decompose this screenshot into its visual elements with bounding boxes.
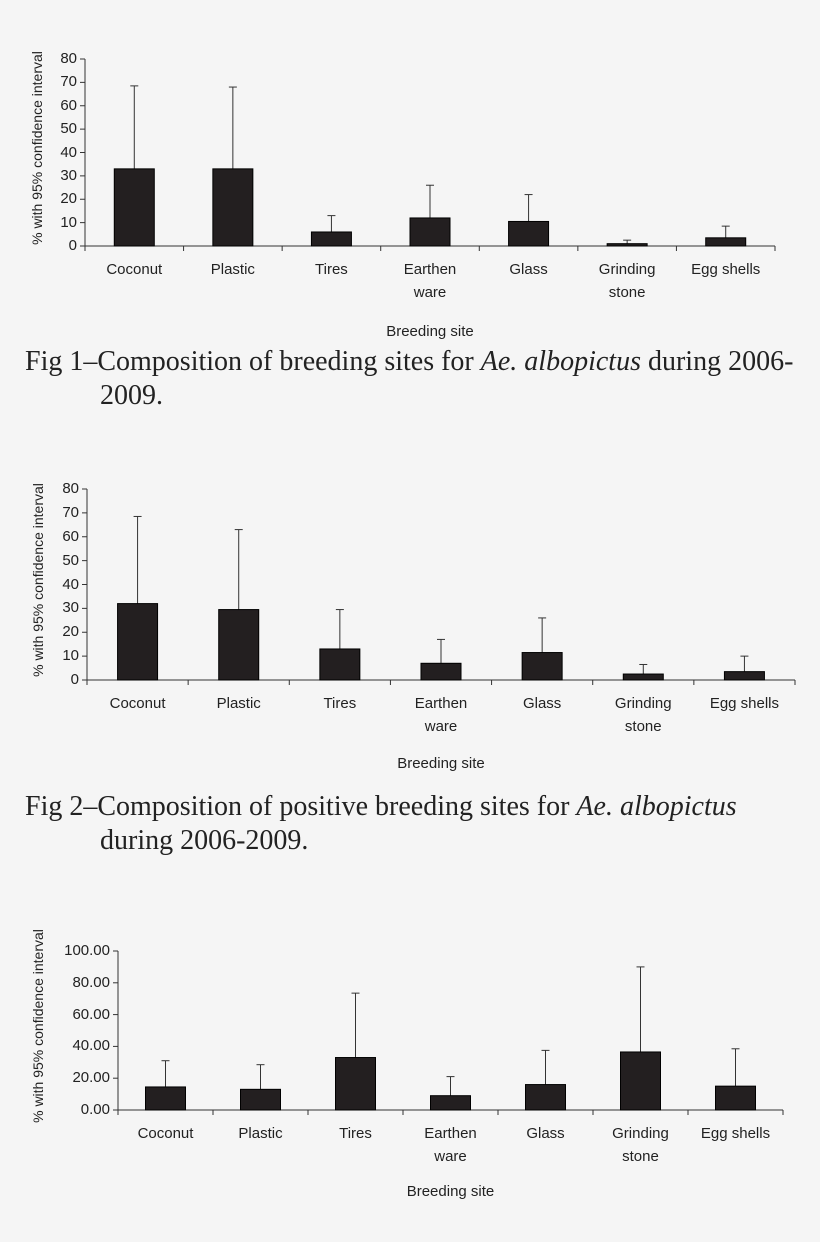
y-tick-label: 10 bbox=[62, 647, 79, 665]
caption-part: Fig 2–Composition of positive breeding s… bbox=[25, 791, 577, 822]
y-tick-label: 10 bbox=[60, 213, 77, 231]
bar bbox=[420, 662, 462, 681]
bar bbox=[606, 243, 648, 247]
y-tick-label: 20 bbox=[62, 623, 79, 641]
y-tick-label: 50 bbox=[62, 551, 79, 569]
y-tick-label: 40.00 bbox=[72, 1037, 110, 1055]
y-axis-title: % with 95% confidence interval bbox=[29, 50, 45, 245]
caption-part: during 2006-2009. bbox=[100, 346, 794, 411]
y-tick-label: 80 bbox=[60, 50, 77, 67]
bar bbox=[218, 609, 260, 681]
x-tick-label: Egg shells bbox=[709, 695, 780, 712]
bar bbox=[620, 1051, 661, 1111]
x-tick-label: Tires bbox=[339, 1125, 372, 1142]
y-tick-label: 0.00 bbox=[80, 1101, 110, 1118]
y-tick-label: 50 bbox=[60, 120, 77, 138]
y-tick-label: 30 bbox=[62, 599, 79, 617]
y-tick-label: 80 bbox=[62, 480, 79, 497]
bar bbox=[430, 1095, 471, 1111]
x-tick-label: Coconut bbox=[137, 1125, 194, 1142]
y-tick-label: 20 bbox=[60, 190, 77, 208]
y-tick-label: 100.00 bbox=[64, 942, 110, 959]
bar bbox=[212, 168, 254, 247]
y-tick-label: 40 bbox=[60, 143, 77, 161]
caption-part: Ae. albopictus bbox=[576, 791, 737, 822]
caption-part: Ae. albopictus bbox=[480, 346, 641, 377]
x-tick-label: Egg shells bbox=[700, 1125, 771, 1142]
x-tick-label: Grinding stone bbox=[614, 695, 672, 735]
x-axis-title: Breeding site bbox=[406, 1183, 495, 1200]
bar bbox=[521, 652, 563, 681]
x-tick-label: Tires bbox=[323, 695, 357, 712]
y-tick-label: 60 bbox=[62, 527, 79, 545]
figure-caption: Fig 2–Composition of positive breeding s… bbox=[25, 790, 795, 858]
y-tick-label: 20.00 bbox=[72, 1069, 110, 1087]
bar bbox=[310, 231, 352, 247]
y-axis-title: % with 95% confidence interval bbox=[30, 928, 46, 1123]
x-axis-title: Breeding site bbox=[397, 755, 485, 772]
x-tick-label: Grinding stone bbox=[598, 261, 656, 301]
x-tick-label: Earthen ware bbox=[414, 695, 468, 735]
bar bbox=[240, 1088, 281, 1111]
bar bbox=[117, 603, 159, 681]
bar bbox=[622, 673, 664, 681]
bar bbox=[145, 1086, 186, 1111]
bar bbox=[319, 648, 361, 681]
x-tick-label: Egg shells bbox=[691, 261, 761, 278]
x-tick-label: Coconut bbox=[106, 261, 163, 278]
x-tick-label: Coconut bbox=[109, 695, 166, 712]
y-tick-label: 70 bbox=[60, 73, 77, 91]
y-axis-title: % with 95% confidence interval bbox=[30, 482, 46, 677]
x-tick-label: Plastic bbox=[238, 1125, 283, 1142]
y-tick-label: 60.00 bbox=[72, 1005, 110, 1023]
bar bbox=[508, 220, 550, 247]
x-tick-label: Plastic bbox=[210, 261, 255, 278]
x-tick-label: Earthen ware bbox=[424, 1125, 477, 1165]
x-tick-label: Glass bbox=[526, 1125, 565, 1142]
figure-caption: Fig 1–Composition of breeding sites for … bbox=[25, 345, 795, 413]
bar bbox=[715, 1085, 756, 1111]
bar bbox=[113, 168, 155, 247]
x-tick-label: Grinding stone bbox=[612, 1125, 669, 1165]
x-axis-title: Breeding site bbox=[386, 323, 474, 340]
caption-part: during 2006-2009. bbox=[100, 825, 309, 856]
caption-part: Fig 1–Composition of breeding sites for bbox=[25, 346, 481, 377]
y-tick-label: 80.00 bbox=[72, 973, 110, 991]
bar bbox=[409, 217, 451, 247]
x-tick-label: Glass bbox=[522, 695, 562, 712]
y-tick-label: 40 bbox=[62, 575, 79, 593]
y-tick-label: 0 bbox=[68, 237, 77, 254]
y-tick-label: 60 bbox=[60, 96, 77, 114]
bar bbox=[525, 1084, 566, 1111]
y-tick-label: 30 bbox=[60, 166, 77, 184]
bar bbox=[723, 671, 765, 681]
x-tick-label: Tires bbox=[315, 261, 348, 278]
x-tick-label: Glass bbox=[509, 261, 548, 278]
y-tick-label: 70 bbox=[62, 503, 79, 521]
x-tick-label: Earthen ware bbox=[403, 261, 457, 301]
bar bbox=[705, 237, 747, 247]
y-tick-label: 0 bbox=[70, 671, 79, 688]
bar bbox=[335, 1057, 376, 1111]
x-tick-label: Plastic bbox=[216, 695, 261, 712]
